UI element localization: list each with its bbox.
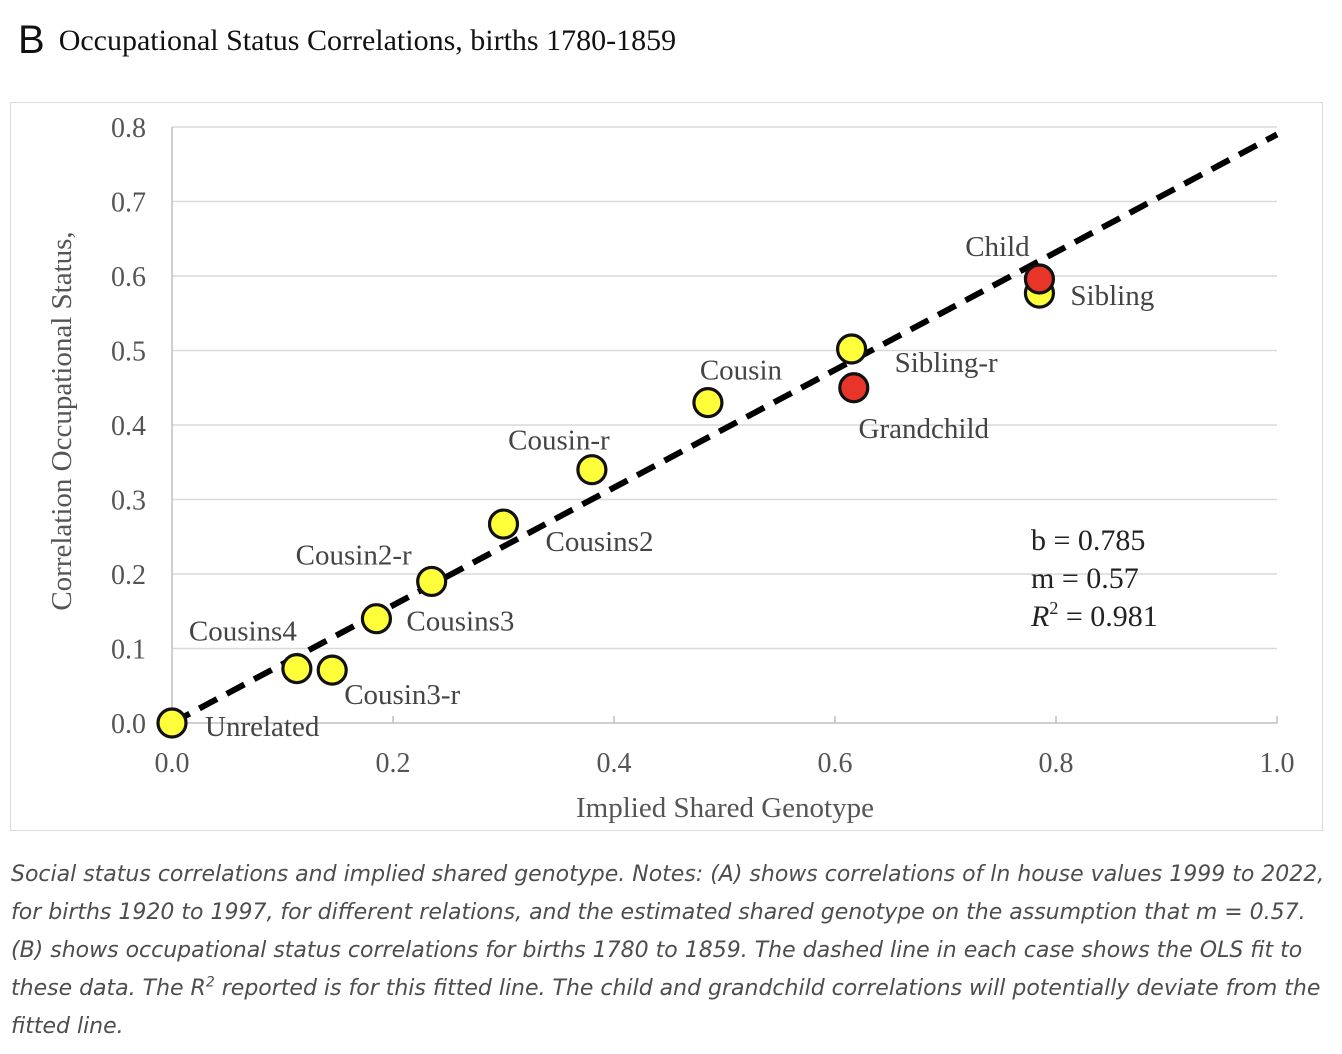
caption-text-1: Social status correlations and implied s… — [11, 862, 1325, 1001]
y-tick-label: 0.6 — [111, 262, 146, 293]
annotation-m: m = 0.57 — [1031, 562, 1139, 595]
chart-frame: 0.0 0.1 0.2 0.3 0.4 0.5 0.6 0.7 0.8 0.0 0.2 0.4 0.6 0… — [10, 102, 1323, 831]
annotation-r2-value: = 0.981 — [1058, 600, 1157, 633]
x-tick-label: 0.6 — [818, 748, 853, 779]
annotation-r2-exp: 2 — [1049, 598, 1058, 618]
point-label: Cousin-r — [508, 425, 610, 457]
point-cousin — [692, 387, 724, 419]
point-child — [1023, 263, 1056, 295]
fit-line — [170, 131, 1279, 726]
fit-line-group — [170, 131, 1279, 726]
panel-header: B Occupational Status Correlations, birt… — [18, 18, 676, 68]
point-cousin2-r — [416, 565, 448, 598]
point-cousin-r — [576, 454, 608, 486]
point-label: Sibling-r — [895, 347, 998, 379]
point-cousins3 — [360, 603, 393, 635]
grid-lines — [172, 126, 1277, 650]
point-label: Cousin2-r — [296, 539, 412, 571]
point-cousins4 — [281, 653, 313, 685]
x-axis-label: Implied Shared Genotype — [576, 792, 874, 824]
point-label: Cousins2 — [546, 526, 654, 558]
panel-letter: B — [18, 18, 45, 62]
y-tick-label: 0.3 — [111, 486, 146, 517]
x-tick-label: 0.2 — [376, 748, 411, 779]
point-label: Cousin — [700, 355, 783, 387]
point-label: Sibling — [1070, 280, 1154, 312]
point-cousins2 — [487, 508, 520, 540]
x-tick-label: 0.4 — [597, 748, 632, 779]
point-label: Cousins4 — [189, 616, 297, 648]
x-tick-label: 0.8 — [1039, 748, 1074, 779]
data-points — [156, 263, 1056, 739]
y-tick-label: 0.4 — [111, 411, 146, 442]
point-label: Grandchild — [859, 413, 990, 445]
point-label: Child — [965, 231, 1030, 263]
point-label: Unrelated — [205, 711, 320, 743]
annotation-r2-symbol: R — [1030, 600, 1049, 633]
y-axis-label: Correlation Occupational Status, — [46, 231, 78, 610]
x-tick-label: 0.0 — [155, 748, 190, 779]
point-grandchild — [838, 372, 870, 404]
y-tick-label: 0.5 — [111, 337, 146, 368]
chart-title: Occupational Status Correlations, births… — [58, 23, 677, 57]
fit-annotation: b = 0.785 m = 0.57 R2 = 0.981 — [1030, 524, 1158, 633]
caption-superscript: 2 — [205, 974, 215, 991]
y-tick-label: 0.0 — [111, 709, 146, 740]
y-tick-label: 0.2 — [111, 560, 146, 591]
point-labels: Unrelated Cousins4 Cousin3-r Cousins3 Cousin… — [189, 231, 1154, 743]
annotation-r2: R2 = 0.981 — [1030, 598, 1158, 633]
x-tick-label: 1.0 — [1260, 748, 1295, 779]
figure-caption: Social status correlations and implied s… — [11, 856, 1331, 1046]
axes — [171, 127, 1278, 724]
caption-text-2: reported is for this fitted line. The ch… — [11, 976, 1321, 1039]
point-cousin3-r — [316, 654, 348, 686]
point-label: Cousins3 — [406, 606, 514, 638]
scatter-chart: 0.0 0.1 0.2 0.3 0.4 0.5 0.6 0.7 0.8 0.0 0.2 0.4 0.6 0… — [46, 113, 1295, 824]
point-sibling-r — [835, 333, 868, 365]
y-tick-label: 0.7 — [111, 188, 146, 219]
point-unrelated — [156, 707, 188, 739]
y-tick-label: 0.8 — [111, 113, 146, 144]
annotation-b: b = 0.785 — [1031, 524, 1145, 557]
point-label: Cousin3-r — [344, 679, 460, 711]
tick-labels: 0.0 0.1 0.2 0.3 0.4 0.5 0.6 0.7 0.8 0.0 0.2 0.4 0.6 0… — [111, 113, 1295, 779]
y-tick-label: 0.1 — [111, 635, 146, 666]
